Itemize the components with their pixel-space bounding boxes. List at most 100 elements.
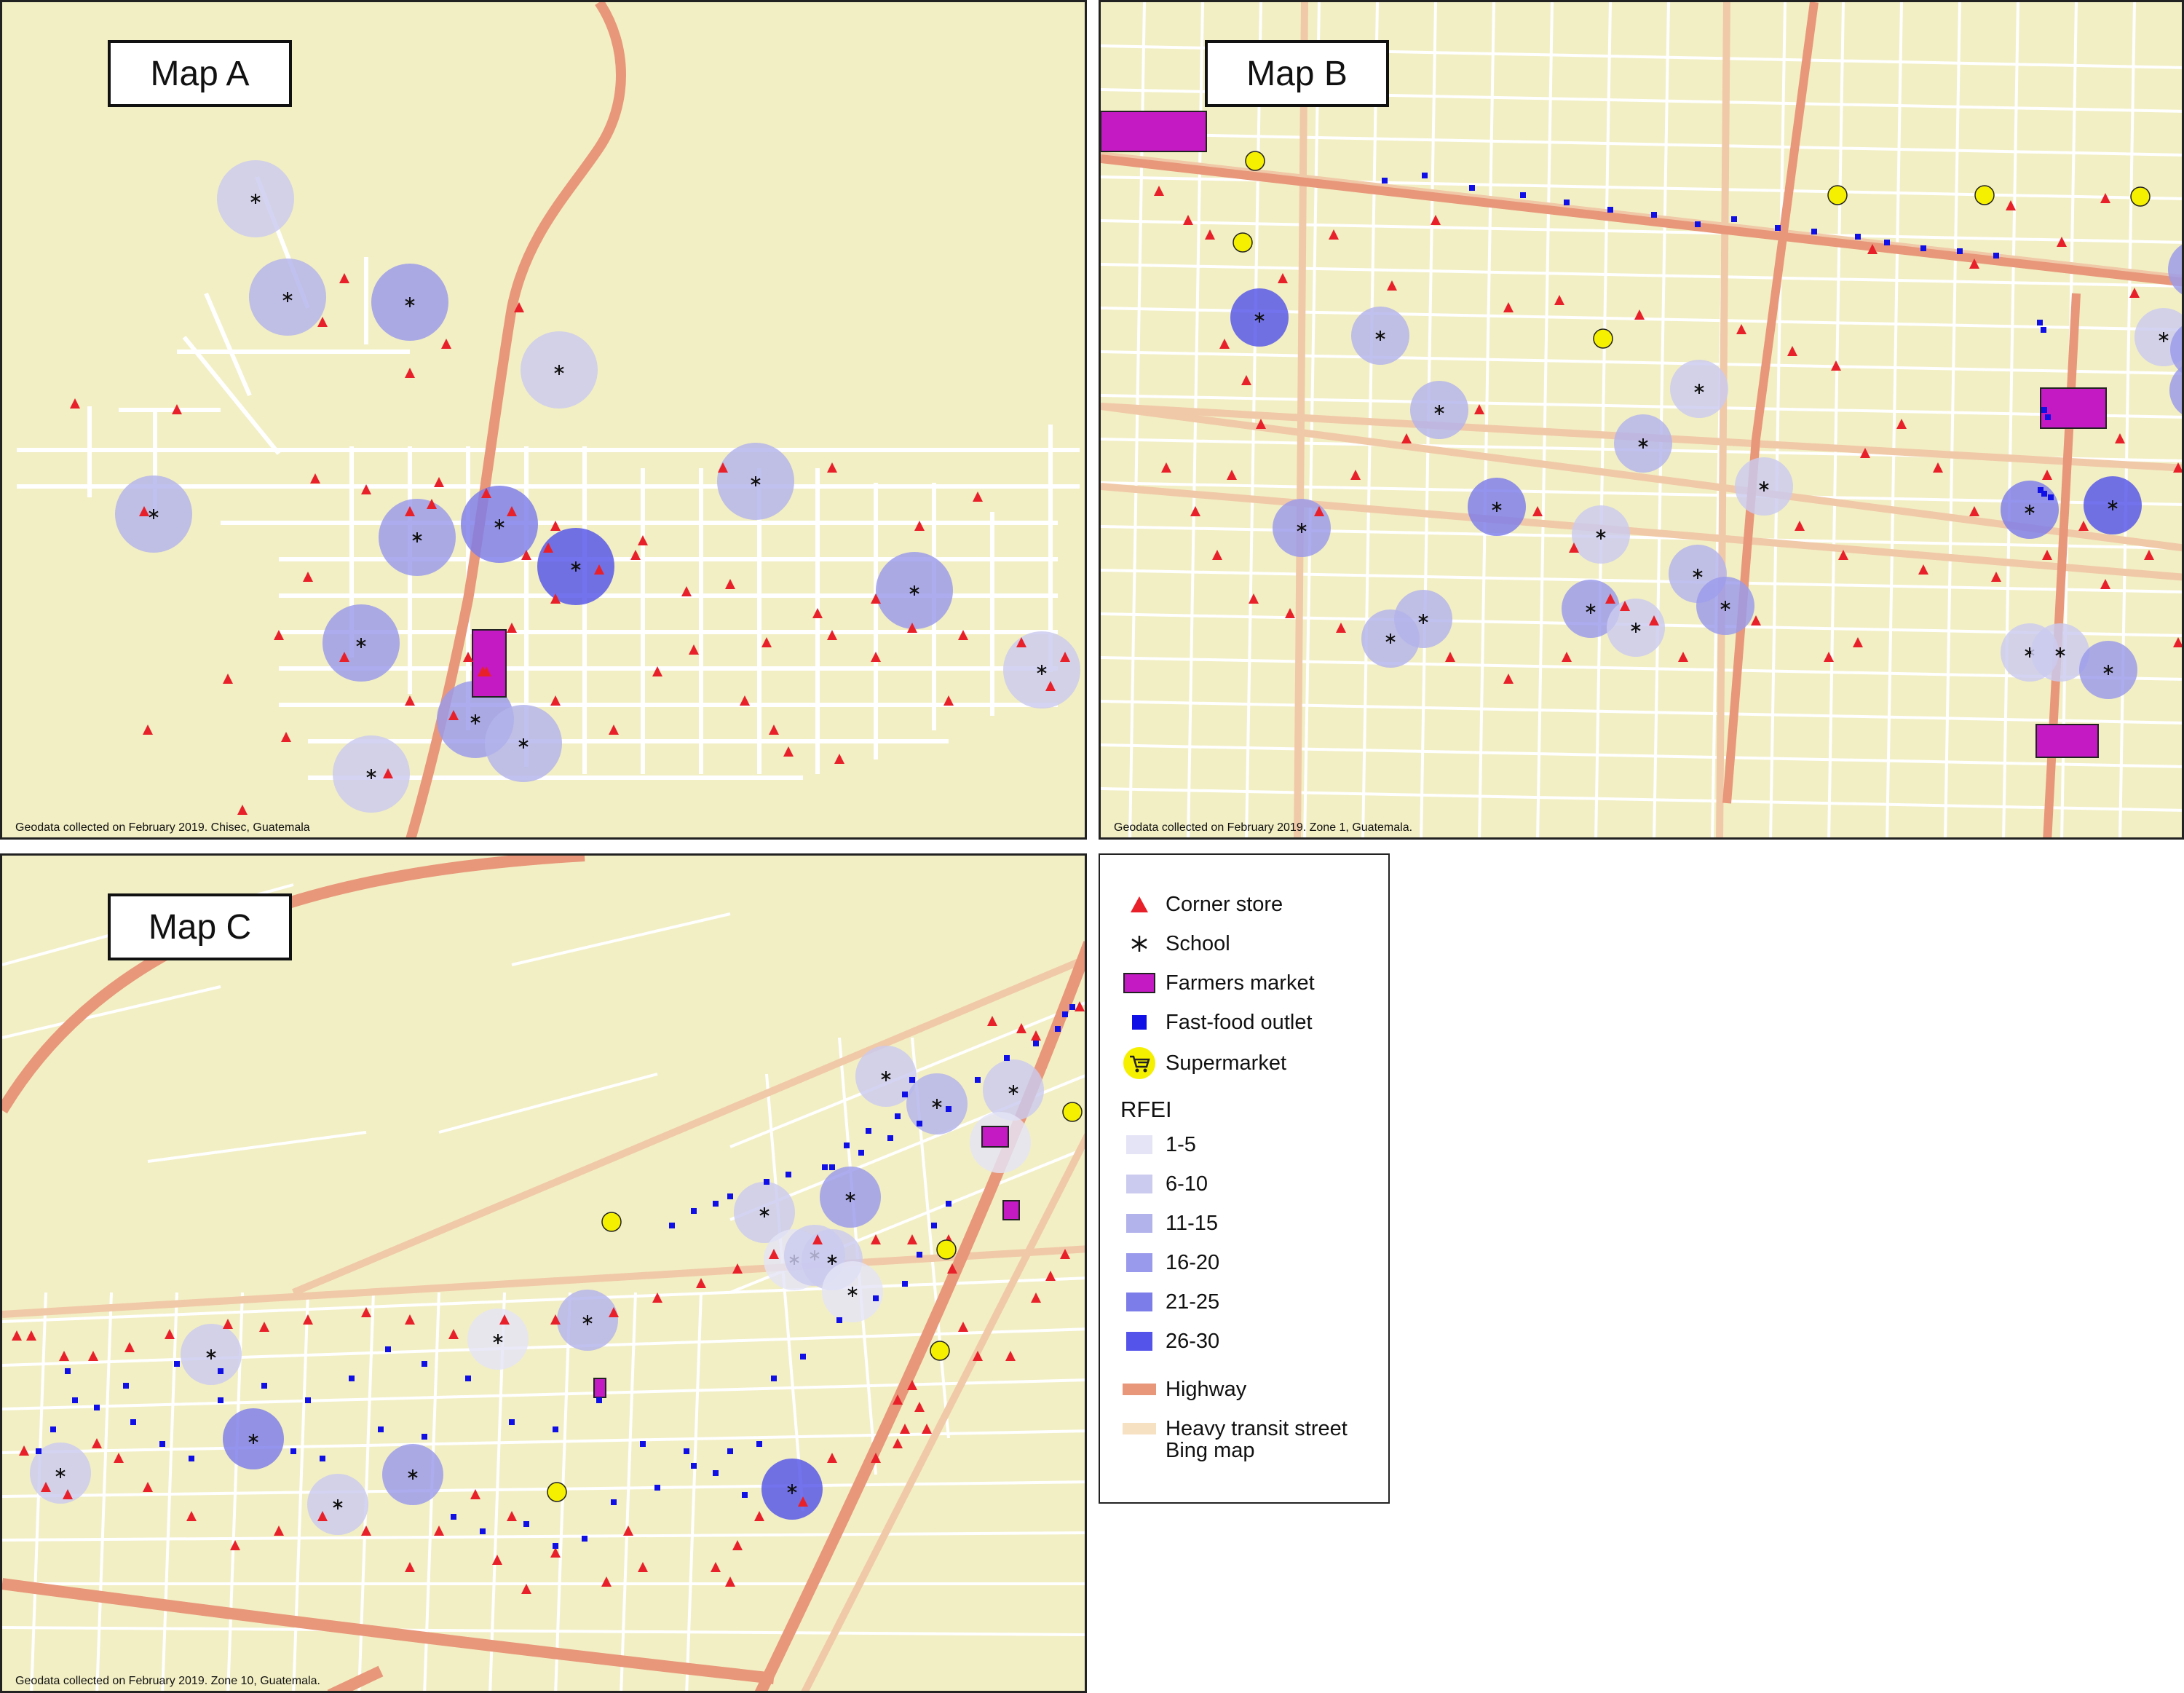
corner-store-marker [1474,404,1484,414]
corner-store-marker [1045,1271,1056,1281]
map-c-title: Map C [108,893,292,960]
supermarket-marker [1245,151,1265,171]
school-asterisk-icon [2108,500,2118,510]
fast-food-marker [756,1441,762,1447]
square-icon [1122,1009,1157,1035]
corner-store-marker [543,542,553,553]
corner-store-marker [1329,229,1339,240]
rfei-buffer [2169,366,2182,414]
school-asterisk-icon [1385,634,1396,644]
map-c-streets [2,883,1085,1691]
corner-store-marker [827,1453,837,1463]
rfei-swatch-icon [1122,1289,1157,1315]
corner-store-marker [1838,550,1848,560]
corner-store-marker [507,506,517,516]
corner-store-marker [609,725,619,735]
corner-store-marker [973,492,983,502]
fast-food-marker [2045,414,2051,420]
school-asterisk-icon [1631,623,1641,633]
corner-store-marker [274,1526,284,1536]
map-a-panel[interactable]: Map A Geodata collected on February 2019… [0,0,1087,840]
school-asterisk-icon [1297,523,1307,533]
corner-store-marker [1605,593,1615,604]
school-asterisk-icon [787,1484,797,1494]
legend-label: School [1166,931,1230,955]
school-asterisk-icon [1596,529,1606,540]
fast-food-marker [189,1456,194,1461]
school-asterisk-icon [470,714,480,725]
school-asterisk-icon [356,638,366,648]
corner-store-marker [1896,419,1907,429]
fast-food-marker [2041,327,2046,333]
map-b-panel[interactable]: Map B Geodata collected on February 2019… [1099,0,2184,840]
fast-food-marker [764,1179,769,1185]
rfei-swatch-icon [1122,1171,1157,1197]
fast-food-marker [2048,494,2054,500]
corner-store-marker [2144,550,2154,560]
corner-store-marker [1620,601,1630,611]
fast-food-marker [1055,1026,1061,1032]
corner-store-marker [769,725,779,735]
school-asterisk-icon [2025,505,2035,515]
fast-food-marker [94,1405,100,1410]
corner-store-marker [761,637,772,647]
corner-store-marker [1205,229,1215,240]
corner-store-marker [405,1314,415,1325]
corner-store-marker [481,666,491,676]
fast-food-marker [1033,1041,1039,1046]
corner-store-marker [1045,681,1056,691]
corner-store-marker [405,368,415,378]
corner-store-marker [223,674,233,684]
corner-store-marker [1569,542,1579,553]
corner-store-marker [172,404,182,414]
legend-label: 21-25 [1166,1290,1220,1314]
school-asterisk-icon [248,1434,258,1444]
corner-store-marker [303,572,313,582]
corner-store-marker [143,1482,153,1492]
school-asterisk-icon [149,509,159,519]
corner-store-marker [871,1453,881,1463]
fast-food-marker [1695,221,1701,227]
corner-store-marker [339,273,349,283]
corner-store-marker [732,1540,743,1550]
school-asterisk-icon [1694,384,1704,394]
corner-store-marker [448,1329,459,1339]
map-a-caption: Geodata collected on February 2019. Chis… [15,821,310,834]
fast-food-marker [2041,491,2047,497]
legend-basemap-label: Bing map [1166,1439,1255,1462]
corner-store-marker [681,586,692,596]
school-asterisk-icon [554,365,564,375]
rfei-swatch-icon [1122,1328,1157,1354]
corner-store-marker [19,1445,29,1456]
school-asterisk-icon [494,519,505,529]
supermarket-marker [936,1239,957,1260]
corner-store-marker [470,1489,480,1499]
corner-store-marker [893,1394,903,1405]
corner-store-marker [361,1526,371,1536]
corner-store-marker [223,1319,233,1329]
fast-food-marker [422,1361,427,1367]
corner-store-marker [1991,572,2001,582]
legend-label: Farmers market [1166,971,1315,995]
legend-fast-food: Fast-food outlet [1122,1009,1313,1035]
map-c-panel[interactable]: Map C Geodata collected on February 2019… [0,853,1087,1693]
supermarket-marker [1062,1102,1083,1122]
fast-food-marker [378,1426,384,1432]
rfei-buffer [2170,326,2182,373]
school-asterisk-icon [412,532,422,542]
corner-store-marker [2173,637,2182,647]
fast-food-marker [320,1456,325,1461]
corner-store-marker [310,473,320,484]
school-asterisk-icon [845,1192,855,1202]
corner-store-marker [2173,462,2182,473]
corner-store-marker [827,630,837,640]
fast-food-marker [844,1143,850,1148]
corner-store-marker [1445,652,1455,662]
corner-store-marker [88,1351,98,1361]
corner-store-marker [973,1351,983,1361]
school-asterisk-icon [2055,647,2065,658]
fast-food-marker [553,1543,558,1549]
legend-rfei-26-30: 26-30 [1122,1328,1219,1354]
corner-store-marker [1933,462,1943,473]
fast-food-marker [36,1448,41,1454]
